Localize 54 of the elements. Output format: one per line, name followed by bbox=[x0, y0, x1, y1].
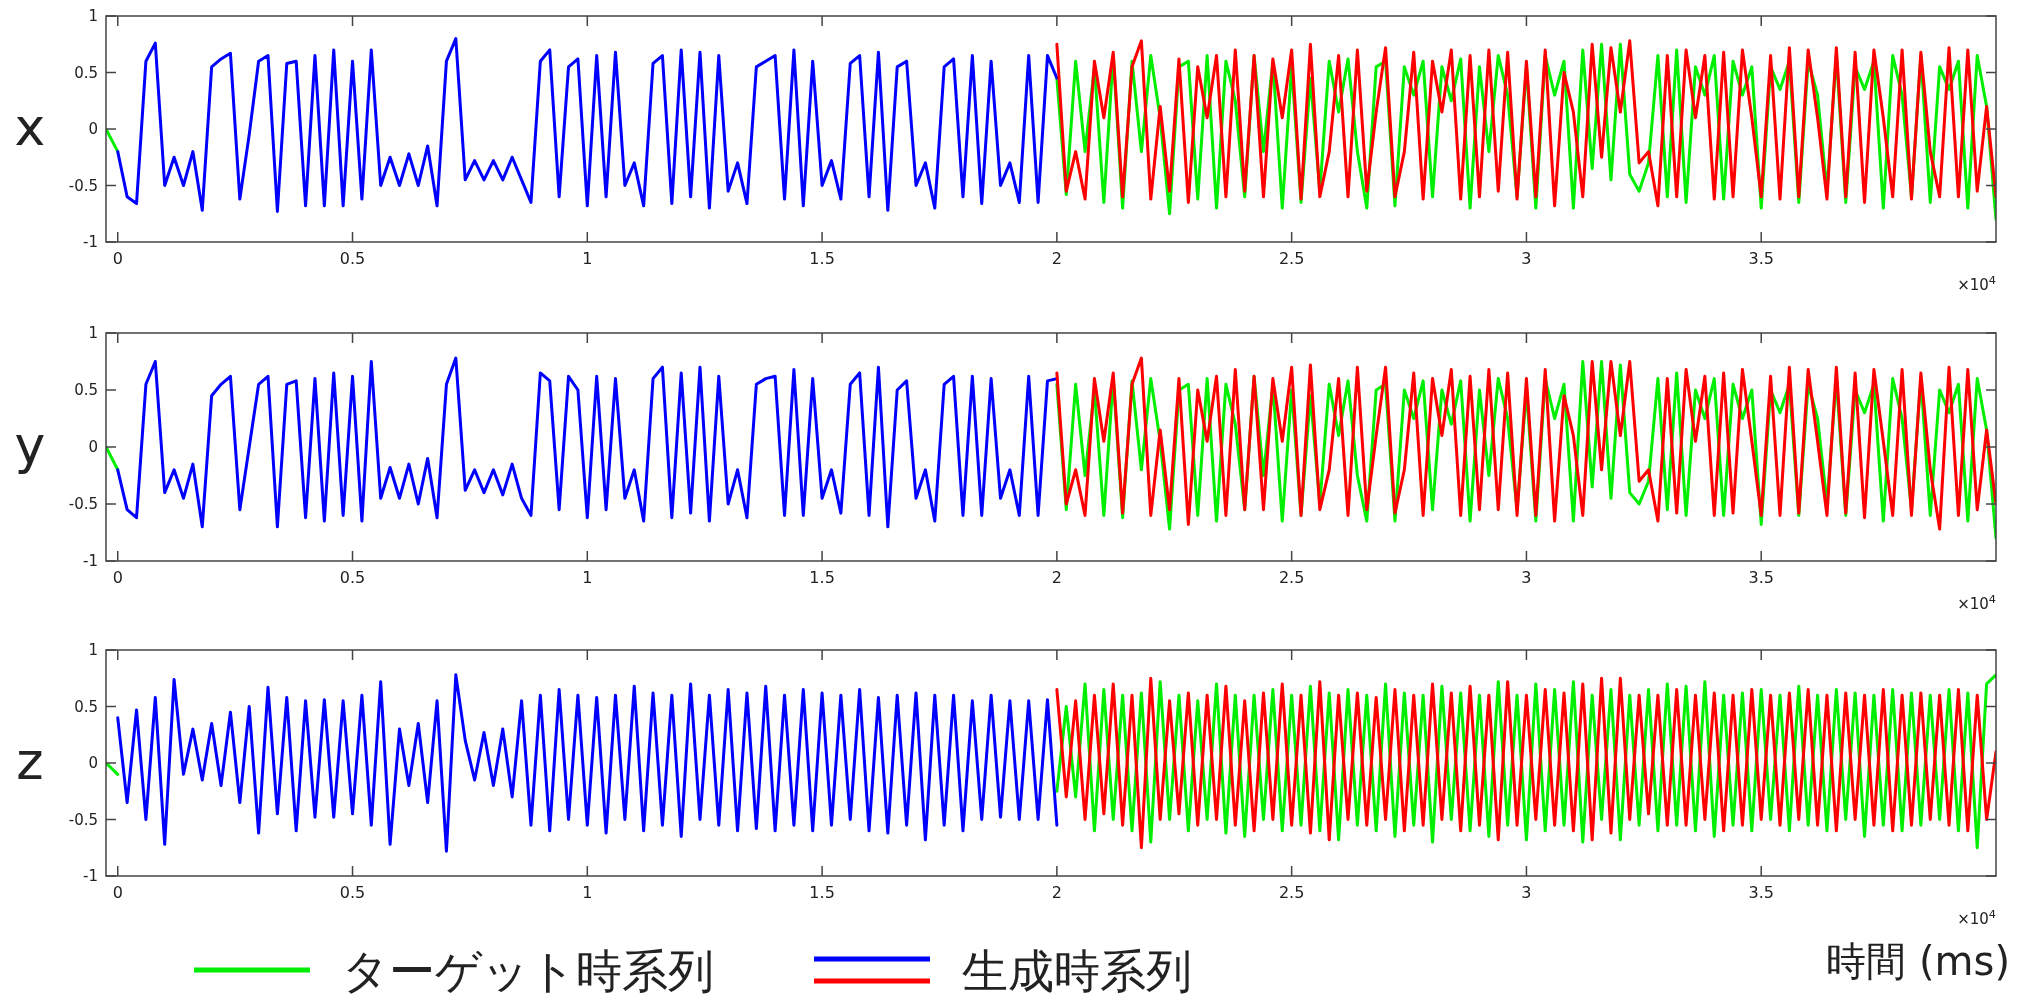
y-tick-label: 1 bbox=[88, 7, 98, 25]
y-tick-label: -1 bbox=[83, 233, 98, 251]
y-tick-label: -0.5 bbox=[68, 810, 98, 829]
y-axis-title: z bbox=[16, 731, 44, 791]
x-tick-label: 3.5 bbox=[1748, 883, 1774, 902]
y-tick-label: 0 bbox=[88, 754, 98, 772]
y-tick-label: 0.5 bbox=[74, 697, 98, 716]
x-tick-label: 3.5 bbox=[1748, 249, 1774, 268]
text: ×10$^{4}$ bbox=[1957, 907, 1996, 928]
y-tick-label: 0.5 bbox=[74, 381, 98, 399]
line-series bbox=[116, 37, 1059, 213]
y-axis-title: x bbox=[14, 97, 46, 157]
x-tick-label: 0.5 bbox=[339, 568, 366, 587]
y-tick-label: -1 bbox=[83, 552, 98, 570]
line-series bbox=[116, 356, 1059, 529]
x-tick-label: 0 bbox=[112, 883, 123, 902]
x-tick-label: 2.5 bbox=[1278, 249, 1305, 268]
x-tick-label: 1.5 bbox=[809, 883, 835, 902]
y-tick-label: 0.5 bbox=[74, 63, 98, 82]
x-tick-label: 1 bbox=[582, 883, 593, 902]
y-tick-label: 0 bbox=[88, 120, 98, 138]
y-axis-title: y bbox=[14, 415, 46, 475]
x-tick-label: 1.5 bbox=[809, 249, 835, 268]
line-series bbox=[1055, 39, 1996, 208]
x-tick-label: 1 bbox=[582, 249, 593, 268]
x-tick-label: 2.5 bbox=[1278, 883, 1305, 902]
x-tick-label: 2.5 bbox=[1278, 568, 1305, 587]
y-tick-label: 1 bbox=[88, 641, 98, 659]
y-tick-label: 0 bbox=[88, 438, 98, 456]
x-axis-title: 時間 (ms) bbox=[1826, 938, 2010, 984]
x-tick-label: 1 bbox=[582, 568, 593, 587]
y-tick-label: -1 bbox=[83, 867, 98, 885]
text: ×10$^{4}$ bbox=[1957, 592, 1996, 613]
x-tick-label: 3.5 bbox=[1748, 568, 1774, 587]
y-tick-label: -0.5 bbox=[68, 176, 98, 195]
x-tick-label: 3 bbox=[1521, 568, 1532, 587]
y-tick-label: -0.5 bbox=[68, 495, 98, 513]
y-tick-label: 1 bbox=[88, 324, 98, 342]
x-tick-label: 2 bbox=[1051, 249, 1062, 268]
x-tick-label: 1.5 bbox=[809, 568, 835, 587]
x-tick-label: 0 bbox=[112, 249, 123, 268]
line-series bbox=[116, 673, 1059, 853]
x-tick-label: 0 bbox=[112, 568, 123, 587]
x-tick-label: 0.5 bbox=[339, 883, 366, 902]
line-series bbox=[1055, 676, 1996, 850]
x-tick-label: 3 bbox=[1521, 883, 1532, 902]
x-tick-label: 2 bbox=[1051, 568, 1062, 587]
x-tick-label: 2 bbox=[1051, 883, 1062, 902]
legend-label: ターゲット時系列 bbox=[342, 944, 714, 998]
legend-label: 生成時系列 bbox=[962, 944, 1192, 998]
text: ×10$^{4}$ bbox=[1957, 273, 1996, 294]
line-series bbox=[1055, 356, 1996, 531]
x-tick-label: 0.5 bbox=[339, 249, 366, 268]
x-tick-label: 3 bbox=[1521, 249, 1532, 268]
